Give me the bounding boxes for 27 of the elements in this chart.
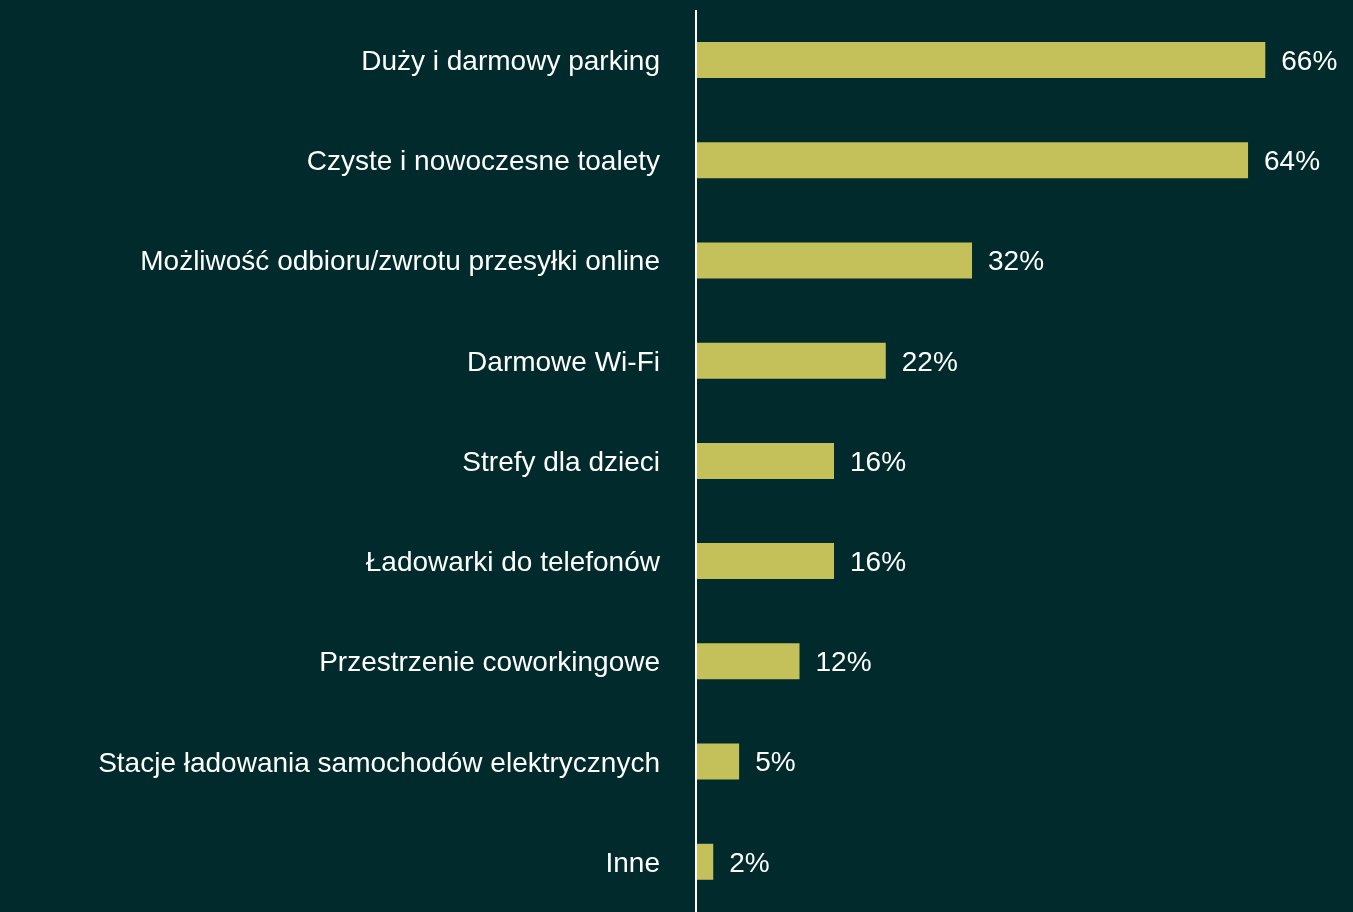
- data-label: 22%: [901, 345, 958, 377]
- bar: [696, 442, 835, 479]
- bar: [696, 342, 886, 379]
- data-label: 16%: [850, 546, 907, 578]
- y-tick-label: Strefy dla dzieci: [462, 445, 660, 477]
- y-tick-label: Darmowe Wi-Fi: [467, 345, 660, 377]
- bar: [696, 42, 1266, 78]
- bar: [696, 242, 973, 279]
- bar: [696, 142, 1249, 179]
- y-tick-label: Duży i darmowy parking: [361, 45, 660, 77]
- data-label: 2%: [729, 846, 770, 878]
- data-label: 5%: [755, 746, 796, 778]
- data-label: 32%: [988, 245, 1045, 277]
- data-label: 16%: [850, 445, 907, 477]
- y-tick-label: Inne: [605, 846, 660, 878]
- bar: [696, 743, 740, 780]
- bar: [696, 843, 714, 880]
- data-label: 12%: [815, 646, 872, 678]
- y-tick-label: Ładowarki do telefonów: [365, 546, 661, 578]
- y-tick-label: Możliwość odbioru/zwrotu przesyłki online: [140, 245, 660, 277]
- bar: [696, 643, 800, 680]
- y-tick-label: Stacje ładowania samochodów elektrycznych: [98, 746, 660, 778]
- data-label: 66%: [1281, 44, 1338, 76]
- bar: [696, 543, 835, 580]
- y-tick-label: Czyste i nowoczesne toalety: [306, 145, 660, 177]
- data-label: 64%: [1264, 145, 1321, 177]
- y-tick-label: Przestrzenie coworkingowe: [319, 646, 660, 678]
